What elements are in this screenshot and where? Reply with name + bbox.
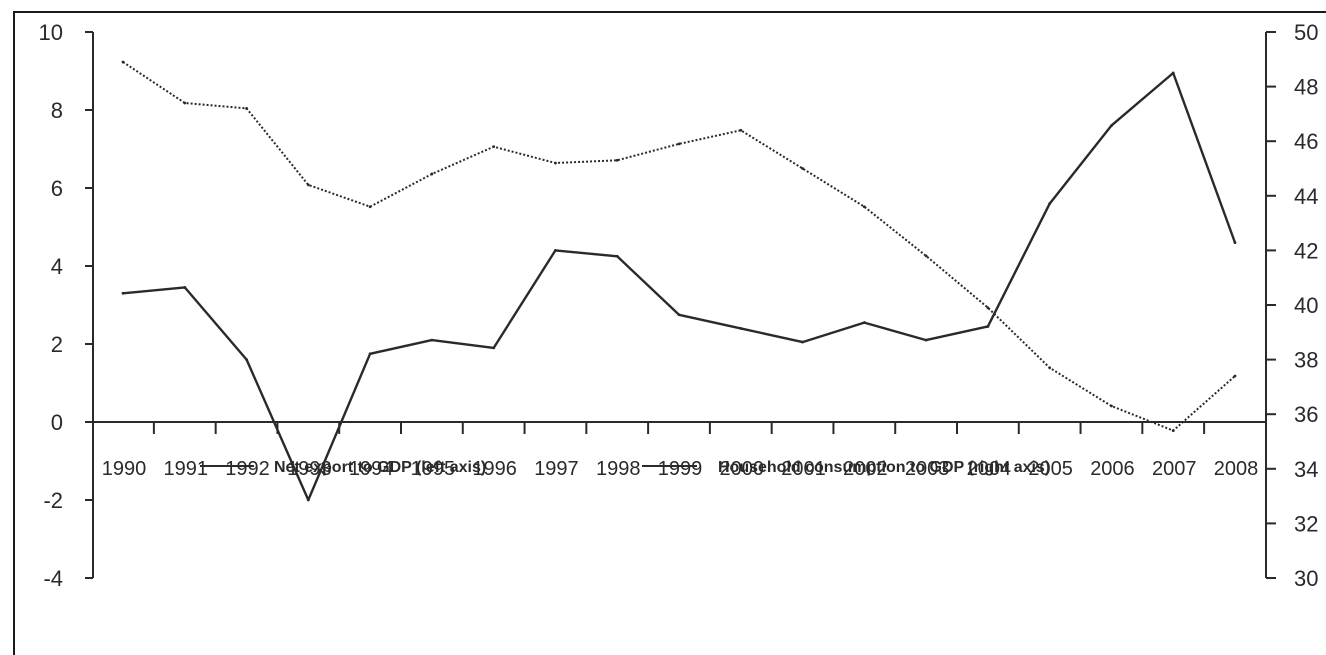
net-export-point	[862, 321, 866, 324]
net-export-point	[677, 313, 681, 317]
net-export-point	[430, 338, 434, 342]
household-consumption-point	[862, 205, 866, 209]
x-axis-tick-label: 2007	[1152, 458, 1197, 480]
right-axis-tick-label: 42	[1294, 238, 1318, 263]
right-axis-tick-label: 46	[1294, 129, 1318, 154]
left-axis-tick-label: 4	[51, 254, 63, 279]
legend-label-net-export: Net export to GDP (left axis)	[274, 459, 486, 476]
x-axis-tick-label: 1999	[658, 458, 703, 480]
household-consumption-point	[121, 60, 125, 64]
legend-label-household-consumption: Household consumption to GDP (right axis…	[718, 459, 1050, 476]
x-axis-tick-label: 2005	[1028, 458, 1073, 480]
left-axis-tick-label: -2	[43, 488, 63, 513]
x-axis-tick-label: 1990	[102, 458, 147, 480]
x-axis-ticks: 1990 1991 1992 1993 1994 1995 1996 1997 1998 1999…	[102, 422, 1259, 480]
left-axis-tick-label: 6	[51, 176, 63, 201]
right-axis-ticks: 50 48 46 44 42 40 38 36 34 32 30	[1266, 20, 1318, 591]
household-consumption-point	[739, 128, 743, 132]
x-axis-tick-label: 2008	[1214, 458, 1259, 480]
left-axis-tick-label: 10	[39, 20, 63, 45]
right-axis-tick-label: 30	[1294, 566, 1318, 591]
right-axis-tick-label: 32	[1294, 511, 1318, 536]
household-consumption-point	[615, 158, 619, 162]
series-layer	[121, 60, 1237, 502]
household-consumption-point	[183, 101, 187, 105]
left-axis-tick-label: 8	[51, 98, 63, 123]
left-axis-tick-label: -4	[43, 566, 63, 591]
x-axis-tick-label: 1995	[411, 458, 456, 480]
x-axis-tick-label: 2002	[843, 458, 888, 480]
right-axis-tick-label: 50	[1294, 20, 1318, 45]
net-export-point	[739, 327, 743, 330]
x-axis-tick-label: 2004	[967, 458, 1012, 480]
net-export-point	[492, 346, 496, 350]
net-export-point	[306, 498, 310, 502]
x-axis-tick-label: 2003	[905, 458, 950, 480]
net-export-point	[986, 325, 990, 328]
left-axis-ticks: 10 8 6 4 2 0 -2 -4	[39, 20, 93, 591]
series-line-household-consumption	[122, 61, 1236, 432]
household-consumption-point	[677, 142, 681, 146]
net-export-point	[368, 352, 372, 356]
net-export-point	[1110, 124, 1113, 127]
series-line-net-export	[122, 71, 1237, 502]
household-consumption-point	[368, 205, 372, 209]
household-consumption-point	[492, 145, 496, 149]
x-axis-tick-label: 1991	[164, 458, 209, 480]
household-consumption-point	[554, 161, 557, 165]
right-axis-tick-label: 36	[1294, 402, 1318, 427]
right-axis-tick-label: 40	[1294, 293, 1318, 318]
net-export-point	[121, 291, 125, 295]
household-consumption-point	[306, 183, 310, 187]
household-consumption-point	[430, 172, 434, 176]
x-axis-tick-label: 1992	[225, 458, 270, 480]
x-axis-tick-label: 1998	[596, 458, 641, 480]
household-consumption-point	[801, 167, 804, 170]
net-export-point	[615, 254, 619, 258]
net-export-point	[554, 249, 557, 252]
right-axis-tick-label: 48	[1294, 75, 1318, 100]
household-consumption-point	[1110, 404, 1113, 408]
legend: Net export to GDP (left axis) Household …	[200, 459, 1050, 476]
net-export-point	[801, 340, 804, 344]
net-export-point	[924, 338, 928, 342]
net-export-point	[183, 286, 187, 289]
x-axis-tick-label: 1997	[534, 458, 579, 480]
household-consumption-point	[986, 306, 990, 310]
right-axis-tick-label: 44	[1294, 184, 1318, 209]
right-axis-tick-label: 38	[1294, 348, 1318, 373]
x-axis-tick-label: 1994	[349, 458, 394, 480]
net-export-point	[1233, 241, 1237, 245]
x-axis-tick-label: 2001	[781, 458, 826, 480]
household-consumption-point	[1171, 429, 1175, 432]
chart-border	[13, 11, 1326, 655]
household-consumption-point	[245, 107, 248, 110]
right-axis-tick-label: 34	[1294, 457, 1318, 482]
net-export-point	[1171, 71, 1175, 75]
household-consumption-point	[1233, 374, 1237, 378]
left-axis-tick-label: 2	[51, 332, 63, 357]
x-axis-tick-label: 2006	[1090, 458, 1135, 480]
left-axis-tick-label: 0	[51, 410, 63, 435]
x-axis-tick-label: 2000	[720, 458, 765, 480]
net-export-point	[245, 358, 248, 361]
household-consumption-point	[1048, 366, 1052, 370]
household-consumption-point	[924, 254, 928, 258]
x-axis-tick-label: 1996	[472, 458, 517, 480]
net-export-point	[1048, 202, 1052, 206]
